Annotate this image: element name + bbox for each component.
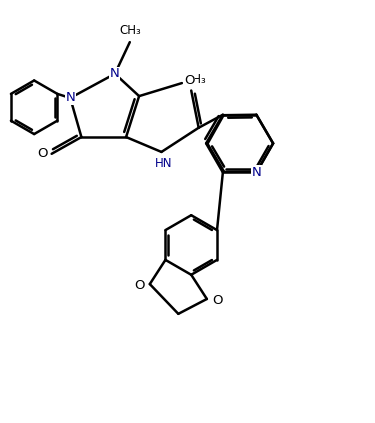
- Text: O: O: [184, 74, 195, 87]
- Text: HN: HN: [154, 157, 172, 170]
- Text: CH₃: CH₃: [119, 25, 141, 38]
- Text: N: N: [110, 67, 120, 80]
- Text: O: O: [212, 294, 222, 308]
- Text: N: N: [65, 91, 75, 104]
- Text: O: O: [134, 280, 145, 292]
- Text: CH₃: CH₃: [184, 73, 206, 86]
- Text: N: N: [252, 166, 261, 179]
- Text: O: O: [37, 147, 48, 160]
